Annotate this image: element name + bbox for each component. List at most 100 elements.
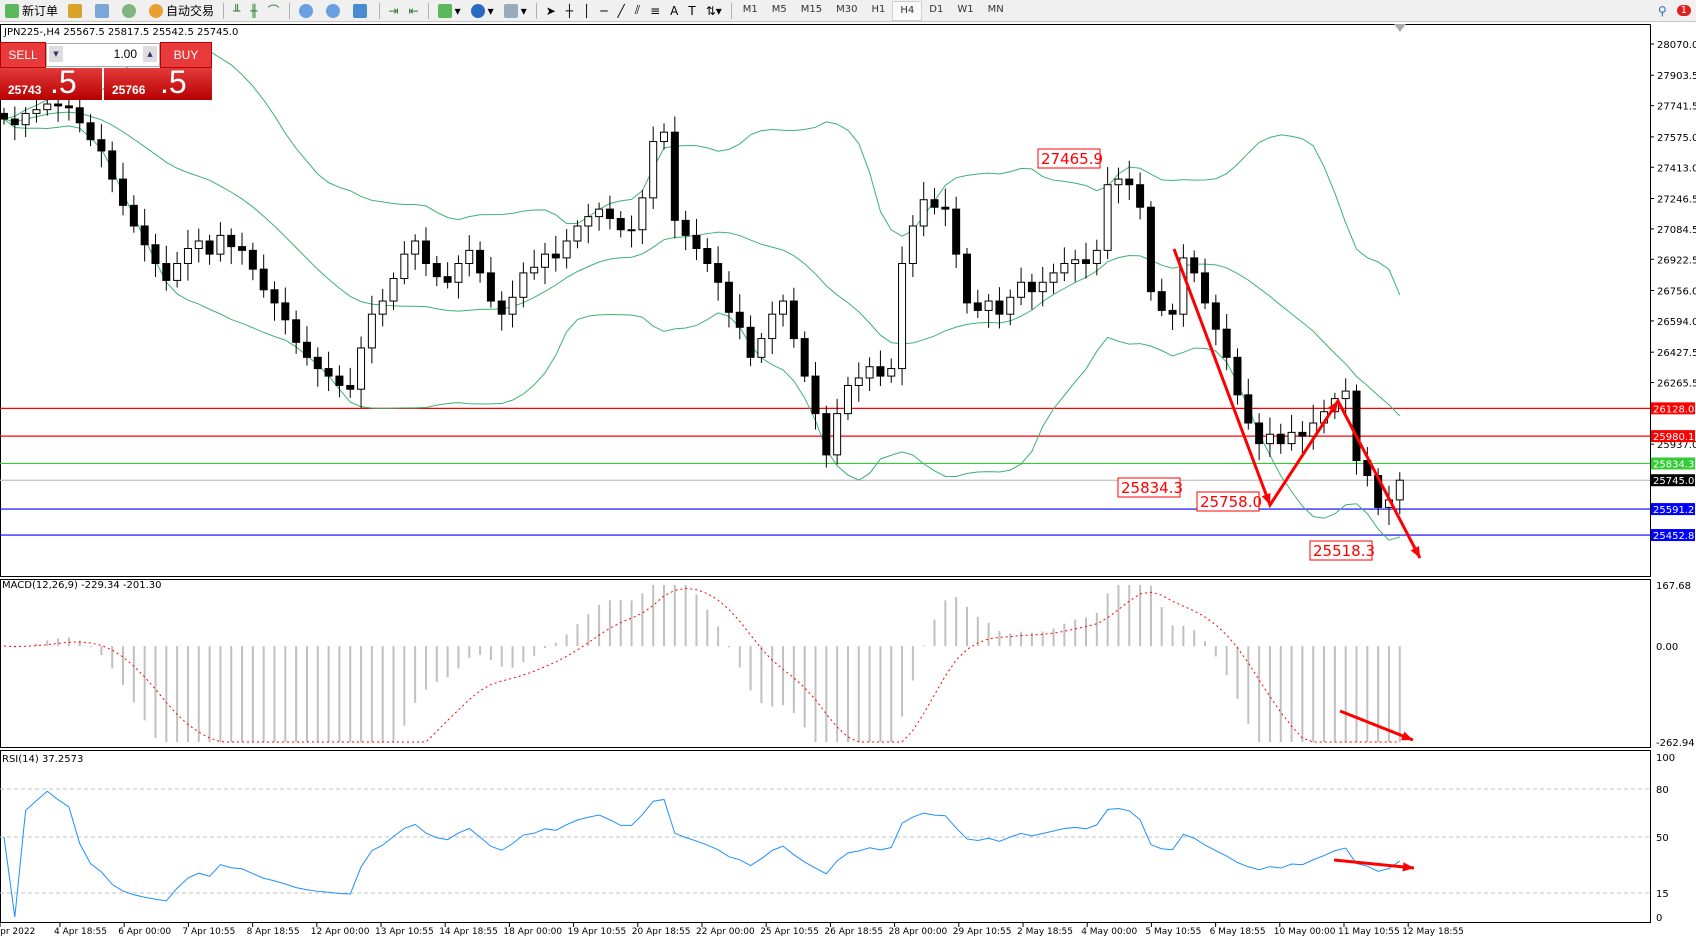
time-axis-label: 2 May 18:55 bbox=[1017, 927, 1073, 936]
candle bbox=[1233, 348, 1242, 405]
chart-shift-button[interactable]: ⇤ bbox=[408, 3, 419, 18]
timeframe-d1[interactable]: D1 bbox=[929, 3, 944, 15]
candle bbox=[454, 255, 463, 299]
candle-body bbox=[692, 234, 701, 250]
fibonacci-button[interactable]: ≡ bbox=[650, 3, 661, 18]
candle-body bbox=[995, 300, 1004, 315]
candle-body bbox=[833, 413, 842, 456]
arrow-head-icon bbox=[1410, 546, 1420, 558]
candle-body bbox=[660, 131, 669, 143]
candle-body bbox=[1136, 184, 1145, 208]
auto-trading-button[interactable]: 自动交易 bbox=[144, 1, 219, 21]
horizontal-line-button[interactable]: ─ bbox=[600, 3, 608, 18]
zoom-in-button[interactable] bbox=[294, 1, 321, 21]
candle-body bbox=[194, 240, 203, 250]
candle bbox=[64, 98, 73, 121]
candle-body bbox=[1395, 479, 1404, 501]
sell-button[interactable]: SELL bbox=[0, 42, 46, 68]
decrease-lot-button[interactable]: ▼ bbox=[49, 46, 63, 62]
candle bbox=[1082, 242, 1090, 279]
zoom-out-button[interactable] bbox=[321, 1, 348, 21]
candle-body bbox=[486, 272, 495, 302]
increase-lot-button[interactable]: ▲ bbox=[143, 46, 157, 62]
buy-price[interactable]: 25766.5 bbox=[104, 64, 212, 100]
candle-body bbox=[724, 281, 733, 313]
search-button[interactable]: ⚲ bbox=[1653, 1, 1672, 21]
indicators-button[interactable]: ▾ bbox=[433, 1, 466, 21]
new-order-button[interactable]: 新订单 bbox=[0, 1, 63, 21]
timeframe-h4[interactable]: H4 bbox=[892, 0, 923, 21]
candle bbox=[1006, 289, 1015, 326]
timeframe-mn[interactable]: MN bbox=[987, 3, 1004, 15]
channel-button[interactable]: ⫽ bbox=[634, 3, 641, 17]
price-annotation: 25758.0 bbox=[1200, 493, 1262, 511]
signals-button[interactable] bbox=[117, 1, 144, 21]
time-axis-label: 4 May 00:00 bbox=[1081, 927, 1137, 936]
candle-body bbox=[1341, 390, 1350, 400]
timeframe-m1[interactable]: M1 bbox=[742, 3, 758, 15]
candle bbox=[962, 247, 971, 314]
candle bbox=[551, 235, 560, 272]
timeframe-m15[interactable]: M15 bbox=[800, 3, 823, 15]
chart-shift-marker[interactable] bbox=[1394, 24, 1406, 32]
timeframe-m30[interactable]: M30 bbox=[836, 3, 858, 15]
candle bbox=[584, 203, 593, 244]
timeframe-h1[interactable]: H1 bbox=[871, 3, 886, 15]
price-level-badge bbox=[1651, 402, 1695, 415]
chart-area[interactable]: JPN225-,H4 25567.5 25817.5 25542.5 25745… bbox=[0, 22, 1696, 936]
candle-body bbox=[800, 338, 809, 377]
text-button[interactable]: A bbox=[670, 3, 679, 18]
buy-button[interactable]: BUY bbox=[160, 42, 212, 68]
cursor-button[interactable]: ➤ bbox=[545, 3, 556, 18]
timeframe-m5[interactable]: M5 bbox=[771, 3, 787, 15]
candle-body bbox=[595, 208, 604, 218]
candle-body bbox=[259, 268, 268, 291]
candle bbox=[32, 96, 41, 123]
candle bbox=[129, 195, 138, 233]
candle-body bbox=[1114, 178, 1123, 186]
scroll-chart-button[interactable]: ⇥ bbox=[388, 3, 399, 18]
candle bbox=[1255, 413, 1264, 461]
candle-body bbox=[1060, 263, 1069, 274]
candle-body bbox=[649, 141, 658, 199]
candle bbox=[270, 281, 279, 321]
candle-body bbox=[508, 296, 517, 315]
vertical-line-button[interactable]: │ bbox=[583, 3, 591, 18]
time-axis-label: 5 May 10:55 bbox=[1145, 927, 1201, 936]
templates-button[interactable]: ▾ bbox=[499, 1, 532, 21]
crosshair-button[interactable]: ┼ bbox=[565, 3, 574, 18]
trendline-button[interactable]: ╱ bbox=[617, 3, 625, 18]
arrow-head-icon bbox=[1328, 401, 1338, 413]
lot-size-stepper[interactable]: ▼ 1.00 ▲ bbox=[46, 43, 160, 67]
template-icon bbox=[503, 3, 518, 18]
time-axis-label: 25 Apr 10:55 bbox=[760, 927, 819, 936]
candle-body bbox=[10, 118, 19, 126]
candle bbox=[367, 295, 376, 364]
tile-windows-button[interactable] bbox=[348, 1, 375, 21]
candle bbox=[843, 376, 852, 420]
candle-body bbox=[746, 326, 755, 358]
clock-icon bbox=[470, 3, 485, 18]
candle-body bbox=[227, 234, 236, 248]
line-chart-button[interactable]: ⌒ bbox=[267, 4, 280, 18]
candle-body bbox=[1287, 431, 1296, 445]
candle-chart-button[interactable]: ╫ bbox=[250, 3, 258, 18]
periods-button[interactable]: ▾ bbox=[466, 1, 499, 21]
market-watch-button[interactable] bbox=[63, 1, 90, 21]
timeframe-w1[interactable]: W1 bbox=[957, 3, 974, 15]
candle bbox=[1136, 172, 1145, 220]
candle-body bbox=[627, 229, 636, 232]
candle-body bbox=[1309, 422, 1318, 437]
bar-chart-button[interactable]: ╨ bbox=[233, 3, 241, 18]
candle bbox=[21, 107, 30, 138]
candle bbox=[746, 315, 755, 367]
notifications-button[interactable]: 1 bbox=[1672, 1, 1696, 21]
sell-price[interactable]: 25743.5 bbox=[0, 64, 102, 100]
candle bbox=[508, 280, 517, 328]
history-button[interactable] bbox=[90, 1, 117, 21]
lot-size-value[interactable]: 1.00 bbox=[113, 47, 137, 61]
price-level-badge bbox=[1651, 474, 1695, 487]
arrows-button[interactable]: ⇅▾ bbox=[705, 3, 722, 18]
text-label-button[interactable]: T bbox=[688, 3, 696, 18]
candle bbox=[1038, 266, 1047, 307]
